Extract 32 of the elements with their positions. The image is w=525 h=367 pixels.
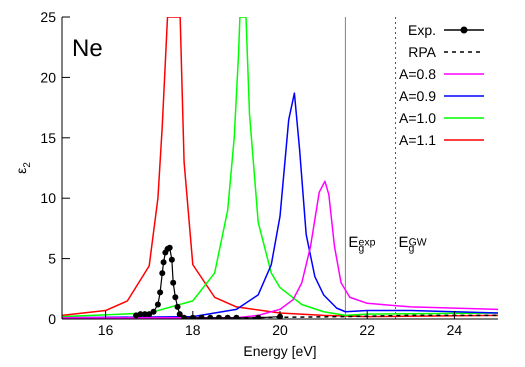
point: [157, 289, 164, 296]
line-series: [62, 17, 498, 318]
legend-label: Exp.: [408, 22, 436, 38]
legend-label: A=0.8: [399, 66, 436, 82]
point: [150, 308, 157, 315]
legend-label: A=1.1: [399, 132, 436, 148]
x-axis-title: Energy [eV]: [243, 343, 317, 359]
point: [159, 270, 166, 276]
legend-label: A=0.9: [399, 88, 436, 104]
point: [174, 304, 181, 310]
legend-label: A=1.0: [399, 110, 436, 126]
y-tick-label: 0: [48, 310, 56, 327]
point: [166, 244, 173, 251]
y-tick-label: 10: [40, 190, 56, 206]
point: [277, 314, 283, 319]
point: [154, 302, 161, 308]
point: [168, 256, 175, 263]
point: [170, 280, 176, 286]
y-tick-label: 15: [40, 130, 56, 146]
x-tick-label: 16: [98, 322, 114, 338]
annotation: Ne: [72, 35, 103, 63]
y-tick-label: 20: [40, 69, 56, 86]
x-tick-label: 20: [272, 322, 288, 338]
point: [160, 259, 167, 266]
x-tick-label: 24: [446, 322, 462, 338]
x-tick-label: 18: [185, 322, 201, 338]
y-tick-label: 25: [40, 8, 56, 25]
y-tick-label: 5: [48, 250, 56, 267]
point: [172, 294, 178, 300]
point: [176, 311, 183, 318]
legend-label: RPA: [408, 44, 436, 60]
x-tick-label: 22: [359, 322, 376, 338]
